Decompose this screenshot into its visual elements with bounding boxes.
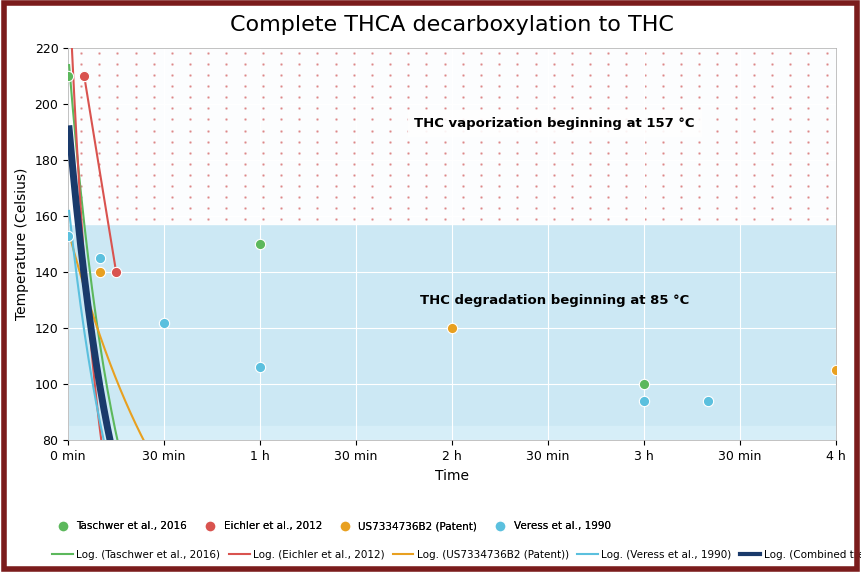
Title: Complete THCA decarboxylation to THC: Complete THCA decarboxylation to THC [230, 15, 674, 35]
Point [93, 268, 107, 277]
Point [253, 363, 267, 372]
Point [701, 396, 715, 406]
Text: THC degradation beginning at 85 °C: THC degradation beginning at 85 °C [420, 293, 689, 307]
Legend: Log. (Taschwer et al., 2016), Log. (Eichler et al., 2012), Log. (US7334736B2 (Pa: Log. (Taschwer et al., 2016), Log. (Eich… [48, 546, 861, 564]
Point [253, 240, 267, 249]
Bar [68, 47, 836, 224]
Point [109, 268, 123, 277]
Point [93, 253, 107, 263]
Point [637, 380, 651, 389]
Legend: Taschwer et al., 2016, Eichler et al., 2012, US7334736B2 (Patent), Veress et al.: Taschwer et al., 2016, Eichler et al., 2… [48, 517, 615, 535]
Point [829, 366, 843, 375]
Y-axis label: Temperature (Celsius): Temperature (Celsius) [15, 168, 29, 320]
Point [61, 231, 75, 240]
Point [445, 324, 459, 333]
Point [77, 71, 91, 80]
Point [158, 318, 171, 327]
X-axis label: Time: Time [435, 468, 469, 483]
Bar [68, 426, 836, 440]
Point [61, 71, 75, 80]
Text: THC vaporization beginning at 157 °C: THC vaporization beginning at 157 °C [414, 117, 695, 130]
Point [637, 396, 651, 406]
